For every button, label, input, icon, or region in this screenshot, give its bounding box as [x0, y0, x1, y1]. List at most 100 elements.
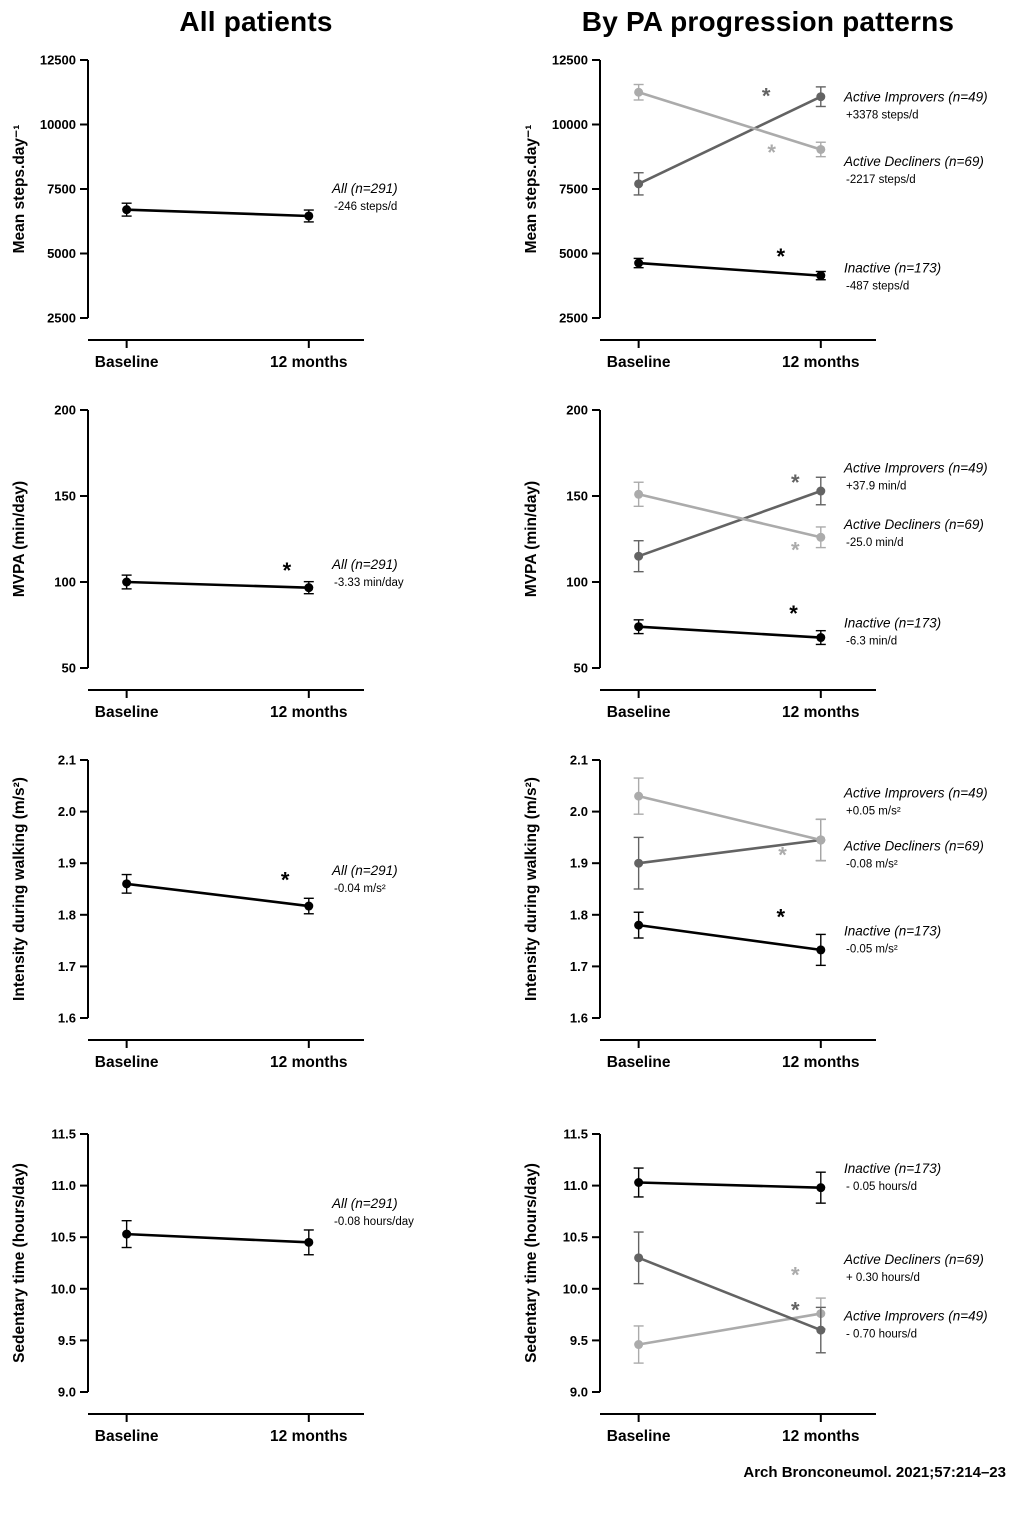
x-tick-label-baseline: Baseline [95, 704, 159, 721]
y-tick-label: 9.0 [570, 1385, 588, 1400]
data-point-active-improvers-n-49 [816, 486, 826, 496]
data-point-active-decliners-n-69 [816, 532, 826, 542]
data-point-all-n-291 [304, 1237, 314, 1247]
y-tick-label: 9.5 [58, 1333, 76, 1348]
y-tick-label: 9.0 [58, 1385, 76, 1400]
series-change-all-n-291: -0.08 hours/day [334, 1216, 414, 1228]
data-point-inactive-n-173 [816, 1183, 826, 1193]
y-tick-label: 150 [54, 489, 76, 504]
y-tick-label: 1.9 [58, 856, 76, 871]
y-tick-label: 10.5 [51, 1230, 76, 1245]
y-tick-label: 2.0 [570, 804, 588, 819]
y-axis-label: MVPA (min/day) [523, 481, 540, 597]
y-tick-label: 1.8 [58, 907, 76, 922]
series-change-active-decliners-n-69: + 0.30 hours/d [846, 1272, 920, 1284]
y-axis-label: Sedentary time (hours/day) [523, 1163, 540, 1363]
y-tick-label: 12500 [40, 53, 76, 68]
y-tick-label: 10.0 [51, 1281, 76, 1296]
y-tick-label: 10000 [552, 117, 588, 132]
chart-mvpa-all: 50 100 150 200 MVPA (min/day) Baseline 12 mont… [11, 403, 404, 722]
panel-sedentary-all: 9.0 9.5 10.0 10.5 11.0 11.5 Sedentary time (ho… [0, 1112, 512, 1462]
y-axis-label: Intensity during walking (m/s²) [523, 777, 540, 1001]
x-tick-label-12-months: 12 months [782, 1054, 860, 1071]
chart-sedentary-patterns: 9.0 9.5 10.0 10.5 11.0 11.5 Sedentary time (ho… [523, 1127, 988, 1446]
y-tick-label: 1.7 [58, 959, 76, 974]
chart-mvpa-patterns: 50 100 150 200 MVPA (min/day) Baseline 12 mont… [523, 403, 988, 722]
x-tick-label-12-months: 12 months [270, 1054, 348, 1071]
significance-asterisk-active-improvers-n-49: * [791, 1297, 800, 1322]
series-label-active-improvers-n-49: Active Improvers (n=49) [843, 1309, 988, 1324]
y-tick-label: 1.6 [570, 1011, 588, 1026]
chart-steps-all: 2500 5000 7500 10000 12500 Mean steps.day⁻¹ Ba… [11, 53, 398, 372]
series-change-active-improvers-n-49: +0.05 m/s² [846, 806, 901, 818]
series-line-all-n-291 [126, 882, 309, 908]
series-label-inactive-n-173: Inactive (n=173) [844, 1161, 941, 1176]
data-point-all-n-291 [304, 583, 314, 593]
series-line-active-improvers-n-49 [638, 838, 821, 865]
data-point-active-improvers-n-49 [816, 1325, 826, 1335]
series-label-all-n-291: All (n=291) [331, 863, 398, 878]
series-line-active-improvers-n-49 [638, 95, 822, 186]
y-tick-label: 200 [566, 403, 588, 418]
data-point-active-improvers-n-49 [634, 858, 644, 868]
data-point-inactive-n-173 [816, 271, 826, 281]
series-line-all-n-291 [126, 580, 309, 589]
data-point-inactive-n-173 [634, 1178, 644, 1188]
series-change-inactive-n-173: -487 steps/d [846, 280, 909, 292]
data-point-active-decliners-n-69 [634, 1340, 644, 1350]
data-point-active-decliners-n-69 [816, 835, 826, 845]
left-column-title: All patients [179, 6, 333, 37]
series-line-inactive-n-173 [638, 625, 821, 639]
y-tick-label: 50 [574, 661, 588, 676]
significance-asterisk-inactive-n-173: * [776, 244, 785, 269]
right-column-title: By PA progression patterns [581, 6, 955, 37]
significance-asterisk-active-decliners-n-69: * [791, 537, 800, 562]
x-tick-label-baseline: Baseline [95, 1054, 159, 1071]
citation: Arch Bronconeumol. 2021;57:214–23 [743, 1464, 1006, 1481]
y-tick-label: 10.0 [563, 1281, 588, 1296]
y-tick-label: 2.1 [570, 753, 588, 768]
y-tick-label: 1.8 [570, 907, 588, 922]
data-point-all-n-291 [304, 901, 314, 911]
x-tick-label-12-months: 12 months [270, 1428, 348, 1445]
y-axis-label: Mean steps.day⁻¹ [11, 125, 28, 254]
series-label-all-n-291: All (n=291) [331, 557, 398, 572]
y-tick-label: 11.5 [563, 1127, 588, 1142]
y-tick-label: 2500 [47, 311, 76, 326]
panels-grid: 2500 5000 7500 10000 12500 Mean steps.day⁻¹ Ba… [0, 38, 1024, 1462]
series-label-active-decliners-n-69: Active Decliners (n=69) [843, 1252, 984, 1267]
chart-steps-patterns: 2500 5000 7500 10000 12500 Mean steps.day⁻¹ Ba… [523, 53, 988, 372]
data-point-active-improvers-n-49 [634, 1253, 644, 1263]
data-point-inactive-n-173 [816, 633, 826, 643]
significance-asterisk-active-improvers-n-49: * [791, 470, 800, 495]
y-tick-label: 2500 [559, 311, 588, 326]
y-tick-label: 11.0 [51, 1178, 76, 1193]
y-tick-label: 100 [566, 575, 588, 590]
y-tick-label: 7500 [559, 182, 588, 197]
y-tick-label: 1.7 [570, 959, 588, 974]
series-change-active-improvers-n-49: +37.9 min/d [846, 480, 906, 492]
series-line-inactive-n-173 [638, 923, 821, 952]
chart-sedentary-all: 9.0 9.5 10.0 10.5 11.0 11.5 Sedentary time (ho… [11, 1127, 414, 1446]
data-point-active-decliners-n-69 [816, 144, 826, 154]
series-change-active-improvers-n-49: +3378 steps/d [846, 109, 919, 121]
y-tick-label: 10.5 [563, 1230, 588, 1245]
series-change-active-decliners-n-69: -2217 steps/d [846, 174, 916, 186]
series-label-all-n-291: All (n=291) [331, 1196, 398, 1211]
y-tick-label: 1.6 [58, 1011, 76, 1026]
panel-sedentary-patterns: 9.0 9.5 10.0 10.5 11.0 11.5 Sedentary time (ho… [512, 1112, 1024, 1462]
y-tick-label: 10000 [40, 117, 76, 132]
series-label-inactive-n-173: Inactive (n=173) [844, 923, 941, 938]
chart-intensity-patterns: 1.6 1.7 1.8 1.9 2.0 2.1 Intensity during walki… [523, 753, 988, 1072]
x-tick-label-baseline: Baseline [95, 1428, 159, 1445]
y-axis-label: Sedentary time (hours/day) [11, 1163, 28, 1363]
data-point-active-improvers-n-49 [634, 551, 644, 561]
x-tick-label-baseline: Baseline [607, 1054, 671, 1071]
y-axis-label: Mean steps.day⁻¹ [523, 125, 540, 254]
y-tick-label: 7500 [47, 182, 76, 197]
series-line-all-n-291 [126, 208, 309, 218]
panel-steps-all: 2500 5000 7500 10000 12500 Mean steps.day⁻¹ Ba… [0, 38, 512, 388]
y-tick-label: 150 [566, 489, 588, 504]
series-label-active-decliners-n-69: Active Decliners (n=69) [843, 839, 984, 854]
